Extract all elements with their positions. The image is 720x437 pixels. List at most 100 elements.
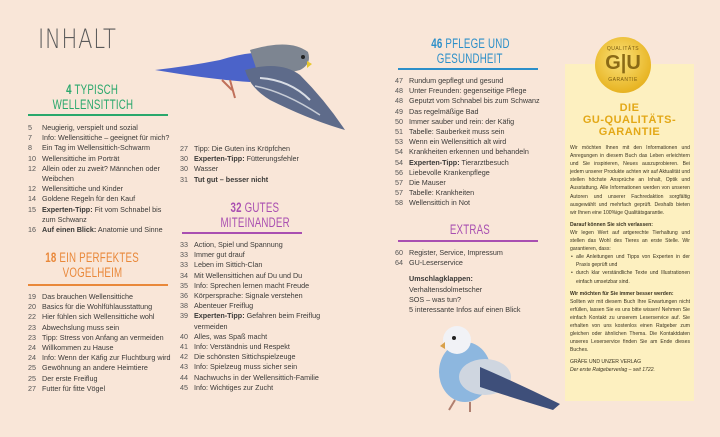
entry-title: Körpersprache: Signale verstehen: [194, 291, 303, 301]
toc-entry[interactable]: 57 Tabelle: Krankheiten: [395, 188, 555, 198]
section-heading-s2: 18 EIN PERFEKTES VOGELHEIM: [20, 250, 165, 280]
flap-entry[interactable]: Verhaltensdolmetscher: [409, 284, 483, 294]
page-number: 41: [180, 342, 188, 352]
page-number: 16: [28, 225, 36, 235]
page-number: 48: [395, 96, 403, 106]
entry-title: Gefahren beim Freiflug vermeiden: [194, 311, 321, 331]
page-number: 7: [28, 133, 32, 143]
section-number: 46: [430, 36, 443, 51]
section-divider: [398, 240, 538, 242]
toc-entry[interactable]: 15 Experten-Tipp: Fit vom Schnabel bis zu…: [28, 205, 176, 225]
toc-entry[interactable]: 5 Neugierig, verspielt und sozial: [28, 123, 176, 133]
entry-title: Action, Spiel und Spannung: [194, 240, 283, 249]
toc-entry[interactable]: 56 Liebevolle Krankenpflege: [395, 168, 555, 178]
toc-entry[interactable]: 33 Action, Spiel und Spannung: [180, 240, 350, 250]
toc-entry[interactable]: 54 Experten-Tipp: Tierarztbesuch: [395, 158, 555, 168]
toc-entry[interactable]: 23 Tipp: Stress von Anfang an vermeiden: [28, 333, 178, 343]
page-number: 56: [395, 167, 403, 177]
toc-entry[interactable]: 38 Abenteuer Freiflug: [180, 301, 350, 311]
section-number: 4: [66, 82, 73, 97]
flap-entry[interactable]: SOS – was tun?: [409, 294, 461, 304]
toc-entry[interactable]: 45 Info: Wichtiges zur Zucht: [180, 383, 350, 393]
page-number: 54: [395, 157, 403, 167]
guarantee-heading-line: GARANTIE: [598, 126, 661, 138]
toc-entry[interactable]: 20 Basics für die Wohlfühlausstattung: [28, 302, 178, 312]
toc-entry[interactable]: 33 Leben im Sittich-Clan: [180, 260, 350, 270]
toc-entry[interactable]: 27 Tipp: Die Guten ins Kröpfchen: [180, 144, 340, 154]
toc-entry[interactable]: 57 Die Mauser: [395, 178, 555, 188]
page-number: 31: [180, 174, 188, 184]
page-number: 57: [395, 188, 403, 198]
page-number: 25: [28, 373, 36, 383]
toc-entry[interactable]: 25 Der erste Freiflug: [28, 374, 178, 384]
page-number: 40: [180, 331, 188, 341]
toc-entry[interactable]: 50 Immer sauber und rein: der Käfig: [395, 117, 555, 127]
toc-entry[interactable]: 24 Willkommen zu Hause: [28, 343, 178, 353]
toc-entry[interactable]: 25 Gewöhnung an andere Heimtiere: [28, 363, 178, 373]
toc-entry[interactable]: 54 Krankheiten erkennen und behandeln: [395, 147, 555, 157]
entry-title: Liebevolle Krankenpflege: [409, 167, 490, 177]
page-number: 12: [28, 184, 36, 194]
entry-title: Der erste Freiflug: [42, 373, 98, 383]
toc-entry[interactable]: 12 Allein oder zu zweit? Männchen oder We…: [28, 164, 176, 184]
toc-entry[interactable]: 51 Tabelle: Sauberkeit muss sein: [395, 127, 555, 137]
entry-title: Fütterungsfehler: [244, 154, 299, 164]
toc-entry[interactable]: 12 Wellensittiche und Kinder: [28, 184, 176, 194]
toc-entry[interactable]: 24 Info: Wenn der Käfig zur Fluchtburg wi…: [28, 353, 178, 363]
toc-entry[interactable]: 31 Tut gut – besser nicht: [180, 175, 340, 185]
toc-entry[interactable]: 14 Goldene Regeln für den Kauf: [28, 194, 176, 204]
toc-entry[interactable]: 49 Das regelmäßige Bad: [395, 107, 555, 117]
toc-entry[interactable]: 48 Geputzt vom Schnabel bis zum Schwanz: [395, 96, 555, 106]
toc-entry[interactable]: 30 Wasser: [180, 164, 340, 174]
page-number: 43: [180, 362, 188, 372]
section-divider: [398, 68, 538, 70]
page-number: 54: [395, 147, 403, 157]
entry-title: Das brauchen Wellensittiche: [42, 292, 133, 301]
toc-entry[interactable]: 30 Experten-Tipp: Fütterungsfehler: [180, 154, 340, 164]
entry-title: Anatomie und Sinne: [96, 225, 163, 235]
toc-entry[interactable]: 7 Info: Wellensittiche – geeignet für mic…: [28, 133, 176, 143]
entry-title: Tipp: Die Guten ins Kröpfchen: [194, 144, 291, 153]
toc-entry[interactable]: 16 Auf einen Blick: Anatomie und Sinne: [28, 225, 176, 235]
section-title: EIN PERFEKTES: [59, 250, 140, 265]
toc-entry[interactable]: 34 Mit Wellensittichen auf Du und Du: [180, 271, 350, 281]
toc-entry[interactable]: 36 Körpersprache: Signale verstehen: [180, 291, 350, 301]
section-divider: [28, 114, 168, 116]
toc-entry[interactable]: 35 Info: Sprechen lernen macht Freude: [180, 281, 350, 291]
toc-entry[interactable]: 19 Das brauchen Wellensittiche: [28, 292, 178, 302]
toc-entry[interactable]: 41 Info: Verständnis und Respekt: [180, 342, 350, 352]
entry-label: Experten-Tipp:: [194, 154, 245, 164]
page-number: 58: [395, 198, 403, 208]
toc-entry[interactable]: 23 Abwechslung muss sein: [28, 323, 178, 333]
entry-title: Mit Wellensittichen auf Du und Du: [194, 270, 303, 280]
guarantee-heading-line: GU-QUALITÄTS-: [582, 114, 677, 126]
toc-entry[interactable]: 60 Register, Service, Impressum: [395, 248, 555, 258]
toc-entry[interactable]: 42 Die schönsten Sittichspielzeuge: [180, 352, 350, 362]
entry-title: Register, Service, Impressum: [409, 248, 503, 257]
toc-entry[interactable]: 64 GU-Leserservice: [395, 258, 555, 268]
page-number: 25: [28, 363, 36, 373]
entry-title: Hier fühlen sich Wellensittiche wohl: [42, 312, 155, 322]
toc-entry[interactable]: 10 Wellensittiche im Porträt: [28, 154, 176, 164]
toc-entry[interactable]: 27 Futter für fitte Vögel: [28, 384, 178, 394]
toc-list: 27 Tipp: Die Guten ins Kröpfchen 30 Experte…: [180, 144, 340, 185]
toc-entry[interactable]: 39 Experten-Tipp: Gefahren beim Freiflug …: [180, 311, 350, 331]
entry-title: Krankheiten erkennen und behandeln: [409, 147, 529, 157]
sitting-budgie-image: [439, 326, 560, 412]
toc-entry[interactable]: 22 Hier fühlen sich Wellensittiche wohl: [28, 312, 178, 322]
toc-entry[interactable]: 47 Rundum gepflegt und gesund: [395, 76, 555, 86]
toc-entry[interactable]: 53 Wenn ein Wellensittich alt wird: [395, 137, 555, 147]
toc-entry[interactable]: 48 Unter Freunden: gegenseitige Pflege: [395, 86, 555, 96]
guarantee-box: [565, 64, 694, 401]
toc-entry[interactable]: 33 Immer gut drauf: [180, 250, 350, 260]
entry-title: Info: Wellensittiche – geeignet für mich…: [42, 133, 170, 143]
toc-entry[interactable]: 44 Nachwuchs in der Wellensittich-Familie: [180, 373, 350, 383]
toc-entry[interactable]: 40 Alles, was Spaß macht: [180, 332, 350, 342]
page-number: 33: [180, 260, 188, 270]
flap-entry[interactable]: 5 interessante Infos auf einen Blick: [409, 305, 521, 315]
page-number: 22: [28, 312, 36, 322]
toc-entry[interactable]: 8 Ein Tag im Wellensittich-Schwarm: [28, 143, 176, 153]
entry-title: Die Mauser: [409, 178, 446, 188]
toc-entry[interactable]: 58 Wellensittich in Not: [395, 198, 555, 208]
toc-entry[interactable]: 43 Info: Spielzeug muss sicher sein: [180, 362, 350, 372]
